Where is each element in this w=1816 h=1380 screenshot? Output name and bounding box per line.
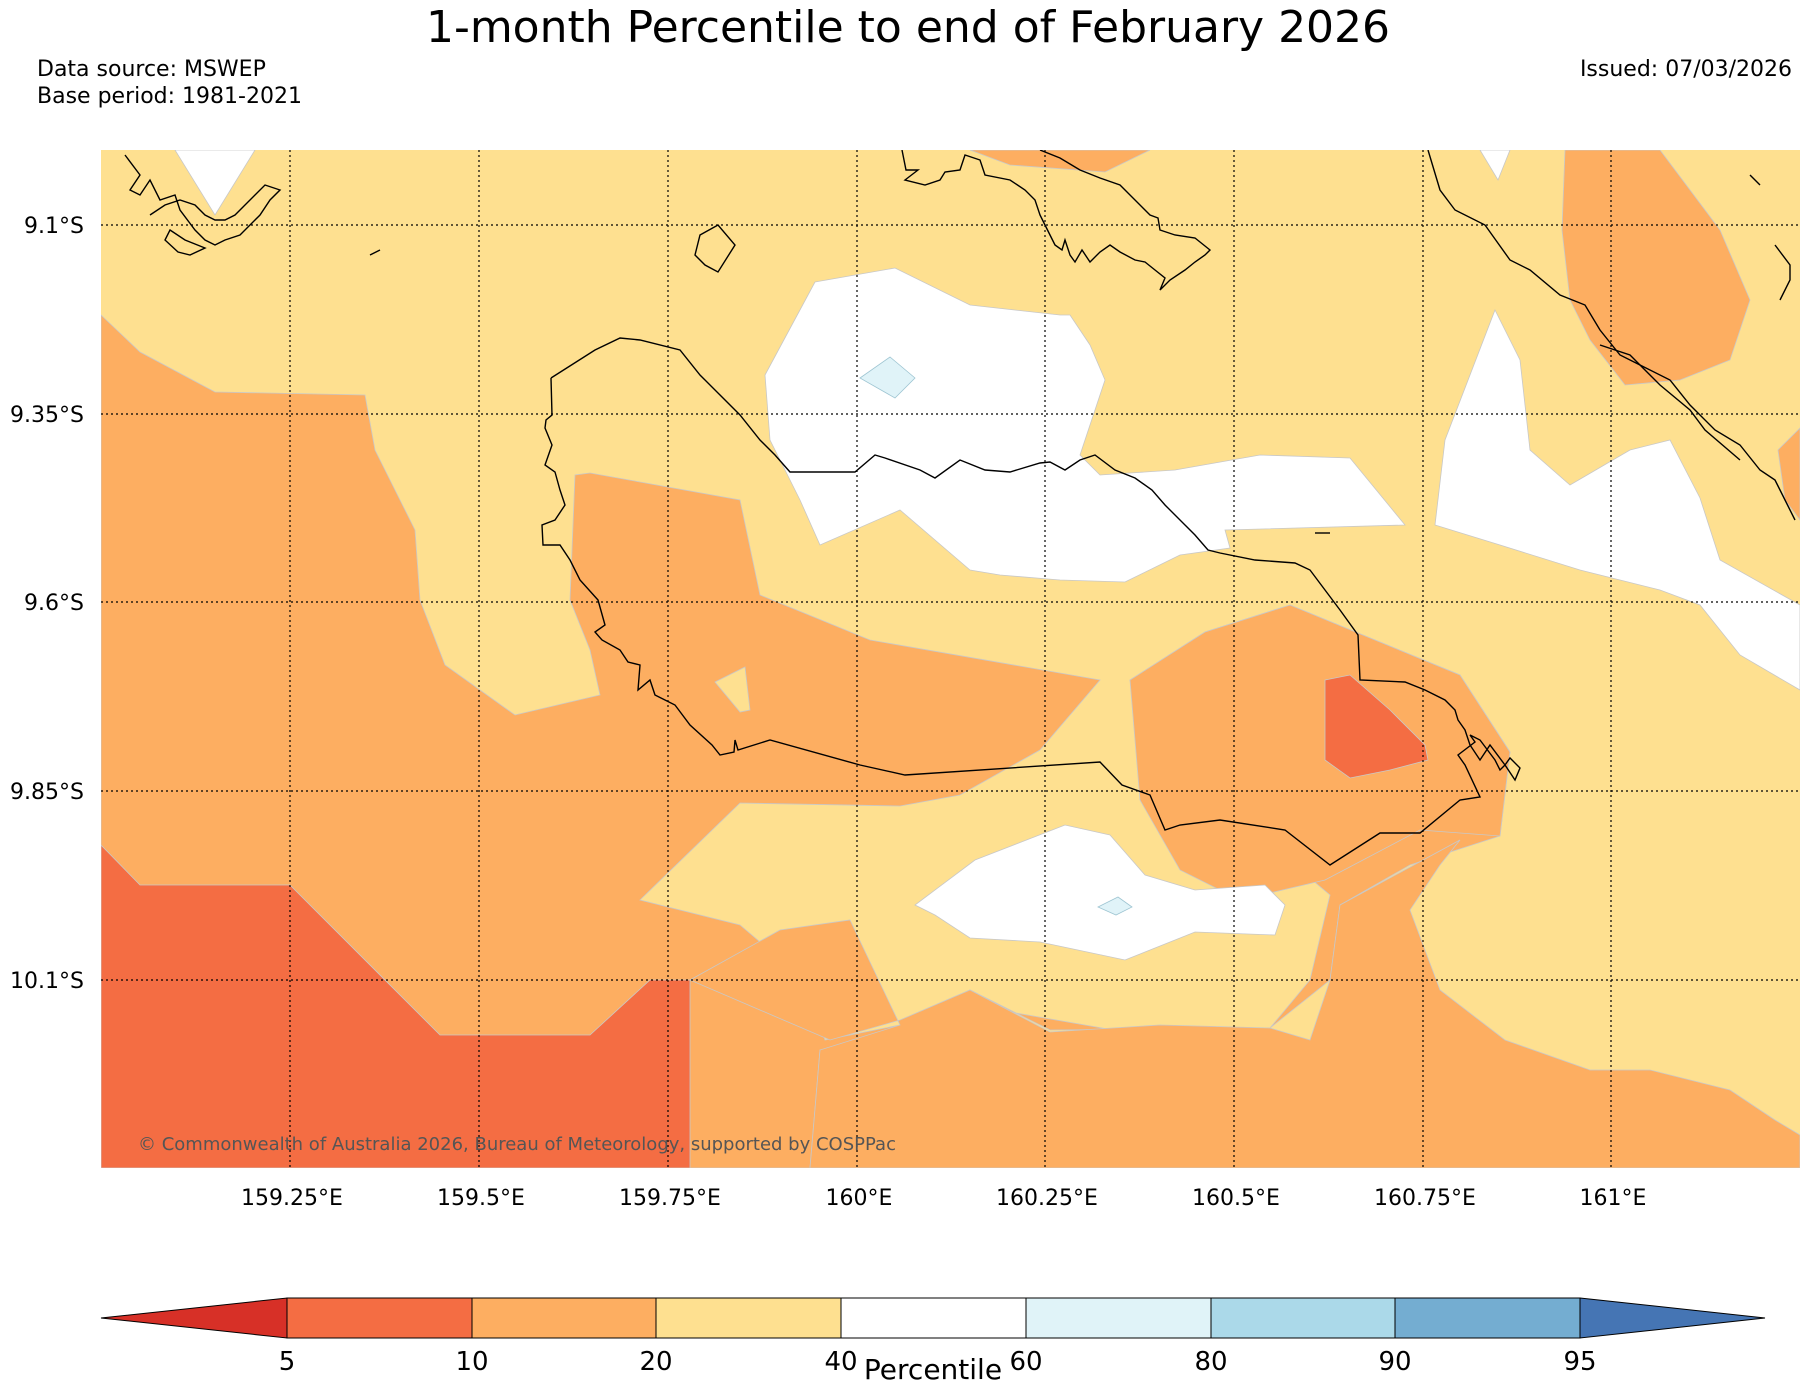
colorbar-tick: 10 [455,1347,488,1377]
colorbar-tick: 40 [824,1347,857,1377]
data-source-text: Data source: MSWEP [37,57,266,82]
base-period-text: Base period: 1981-2021 [37,84,302,109]
coastline-east-frag [1774,244,1791,301]
coastline-ne-frag1 [1599,344,1741,461]
lon-label: 161°E [1580,1186,1647,1211]
colorbar-segment-10-20 [471,1297,657,1339]
lon-label: 159.75°E [619,1186,721,1211]
colorbar-segment-90-95 [1394,1297,1581,1339]
shade-60-80-south [1097,896,1133,916]
colorbar-tick: 80 [1194,1347,1227,1377]
shade-40-60-north-edge [1479,150,1511,181]
lon-label: 160°E [826,1186,893,1211]
colorbar-title: Percentile [864,1353,1002,1380]
lon-label: 160.25°E [996,1186,1098,1211]
lon-label: 160.75°E [1374,1186,1476,1211]
coastline-frag-dash1 [369,249,381,256]
shade-5-10-center [1324,674,1429,779]
shade-40-60-south [914,824,1286,961]
shade-5-10-southwest [101,844,691,1168]
shade-20-40-island [714,666,751,713]
coastline-north-islands [901,150,1212,291]
lat-label: 9.1°S [24,214,84,239]
lat-label: 9.85°S [10,780,84,805]
shade-40-60-north [764,267,1406,583]
coastlines [124,150,1796,866]
coastline-main-island [541,337,1521,866]
colorbar-segment-80-90 [1210,1297,1396,1339]
coastline-small-isle [694,224,736,273]
colorbar-segment-60-80 [1025,1297,1212,1339]
map-area [101,150,1800,1168]
lat-label: 9.35°S [10,403,84,428]
colorbar-segment-20-40 [655,1297,842,1339]
colorbar-tick: 90 [1378,1347,1411,1377]
colorbar-segment-below-5 [100,1297,288,1339]
source-info: Data source: MSWEP Base period: 1981-202… [37,56,302,110]
shade-10-20-center [1129,604,1511,901]
shade-60-80-north [859,356,916,399]
shade-40-60-top-left [174,150,256,216]
lon-label: 160.5°E [1192,1186,1280,1211]
coastline-ne [1427,150,1796,521]
shade-10-20-south [689,839,1800,1168]
colorbar-segment-above-95 [1579,1297,1766,1339]
map-title: 1-month Percentile to end of February 20… [425,2,1391,53]
colorbar-segment-40-60 [840,1297,1027,1339]
colorbar-tick: 20 [639,1347,672,1377]
copyright-notice: © Commonwealth of Australia 2026, Bureau… [138,1134,896,1155]
colorbar-tick: 60 [1009,1347,1042,1377]
shade-10-20-northeast [1561,150,1751,386]
lat-label: 9.6°S [24,591,84,616]
colorbar-tick: 95 [1563,1347,1596,1377]
coastline-ne-frag2 [1749,174,1761,186]
lon-label: 159.25°E [241,1186,343,1211]
coastline-nw-frag [164,228,207,256]
graticule [101,150,1800,1168]
colorbar-tick: 5 [279,1347,296,1377]
lat-label: 10.1°S [10,969,84,994]
issued-date: Issued: 07/03/2026 [1579,57,1792,82]
colorbar [100,1297,1766,1339]
lon-label: 159.5°E [437,1186,525,1211]
coastline-nw [124,154,282,246]
shade-40-60-northeast [1434,309,1800,691]
shade-10-20-north [969,150,1151,173]
colorbar-segment-5-10 [286,1297,473,1339]
